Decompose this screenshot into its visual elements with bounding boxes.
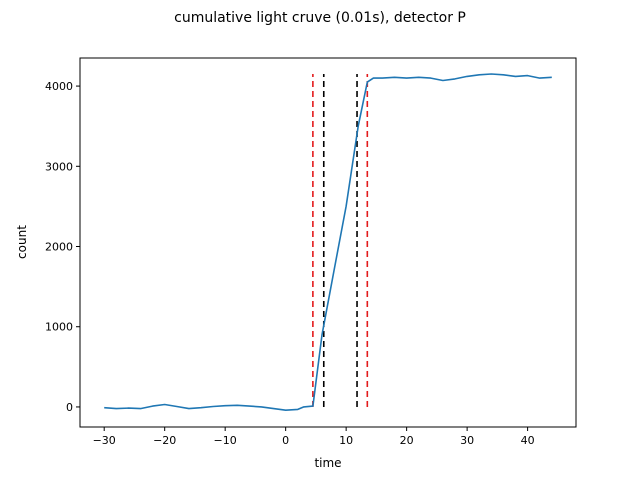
- x-tick-label: −30: [93, 434, 116, 447]
- x-tick-label: 40: [521, 434, 535, 447]
- y-tick-label: 2000: [45, 241, 73, 254]
- x-axis-label: time: [314, 456, 341, 470]
- y-tick-label: 4000: [45, 80, 73, 93]
- y-tick-label: 3000: [45, 160, 73, 173]
- series-line-1: [104, 73, 552, 412]
- y-tick-label: 0: [66, 401, 73, 414]
- x-tick-label: 10: [339, 434, 353, 447]
- x-tick-label: 0: [282, 434, 289, 447]
- x-tick-label: 30: [460, 434, 474, 447]
- y-tick-label: 1000: [45, 321, 73, 334]
- chart-title: cumulative light cruve (0.01s), detector…: [174, 10, 466, 26]
- x-tick-label: −10: [214, 434, 237, 447]
- x-tick-label: −20: [153, 434, 176, 447]
- x-tick-label: 20: [400, 434, 414, 447]
- plot-frame: [79, 57, 577, 428]
- y-axis-label: count: [15, 225, 29, 259]
